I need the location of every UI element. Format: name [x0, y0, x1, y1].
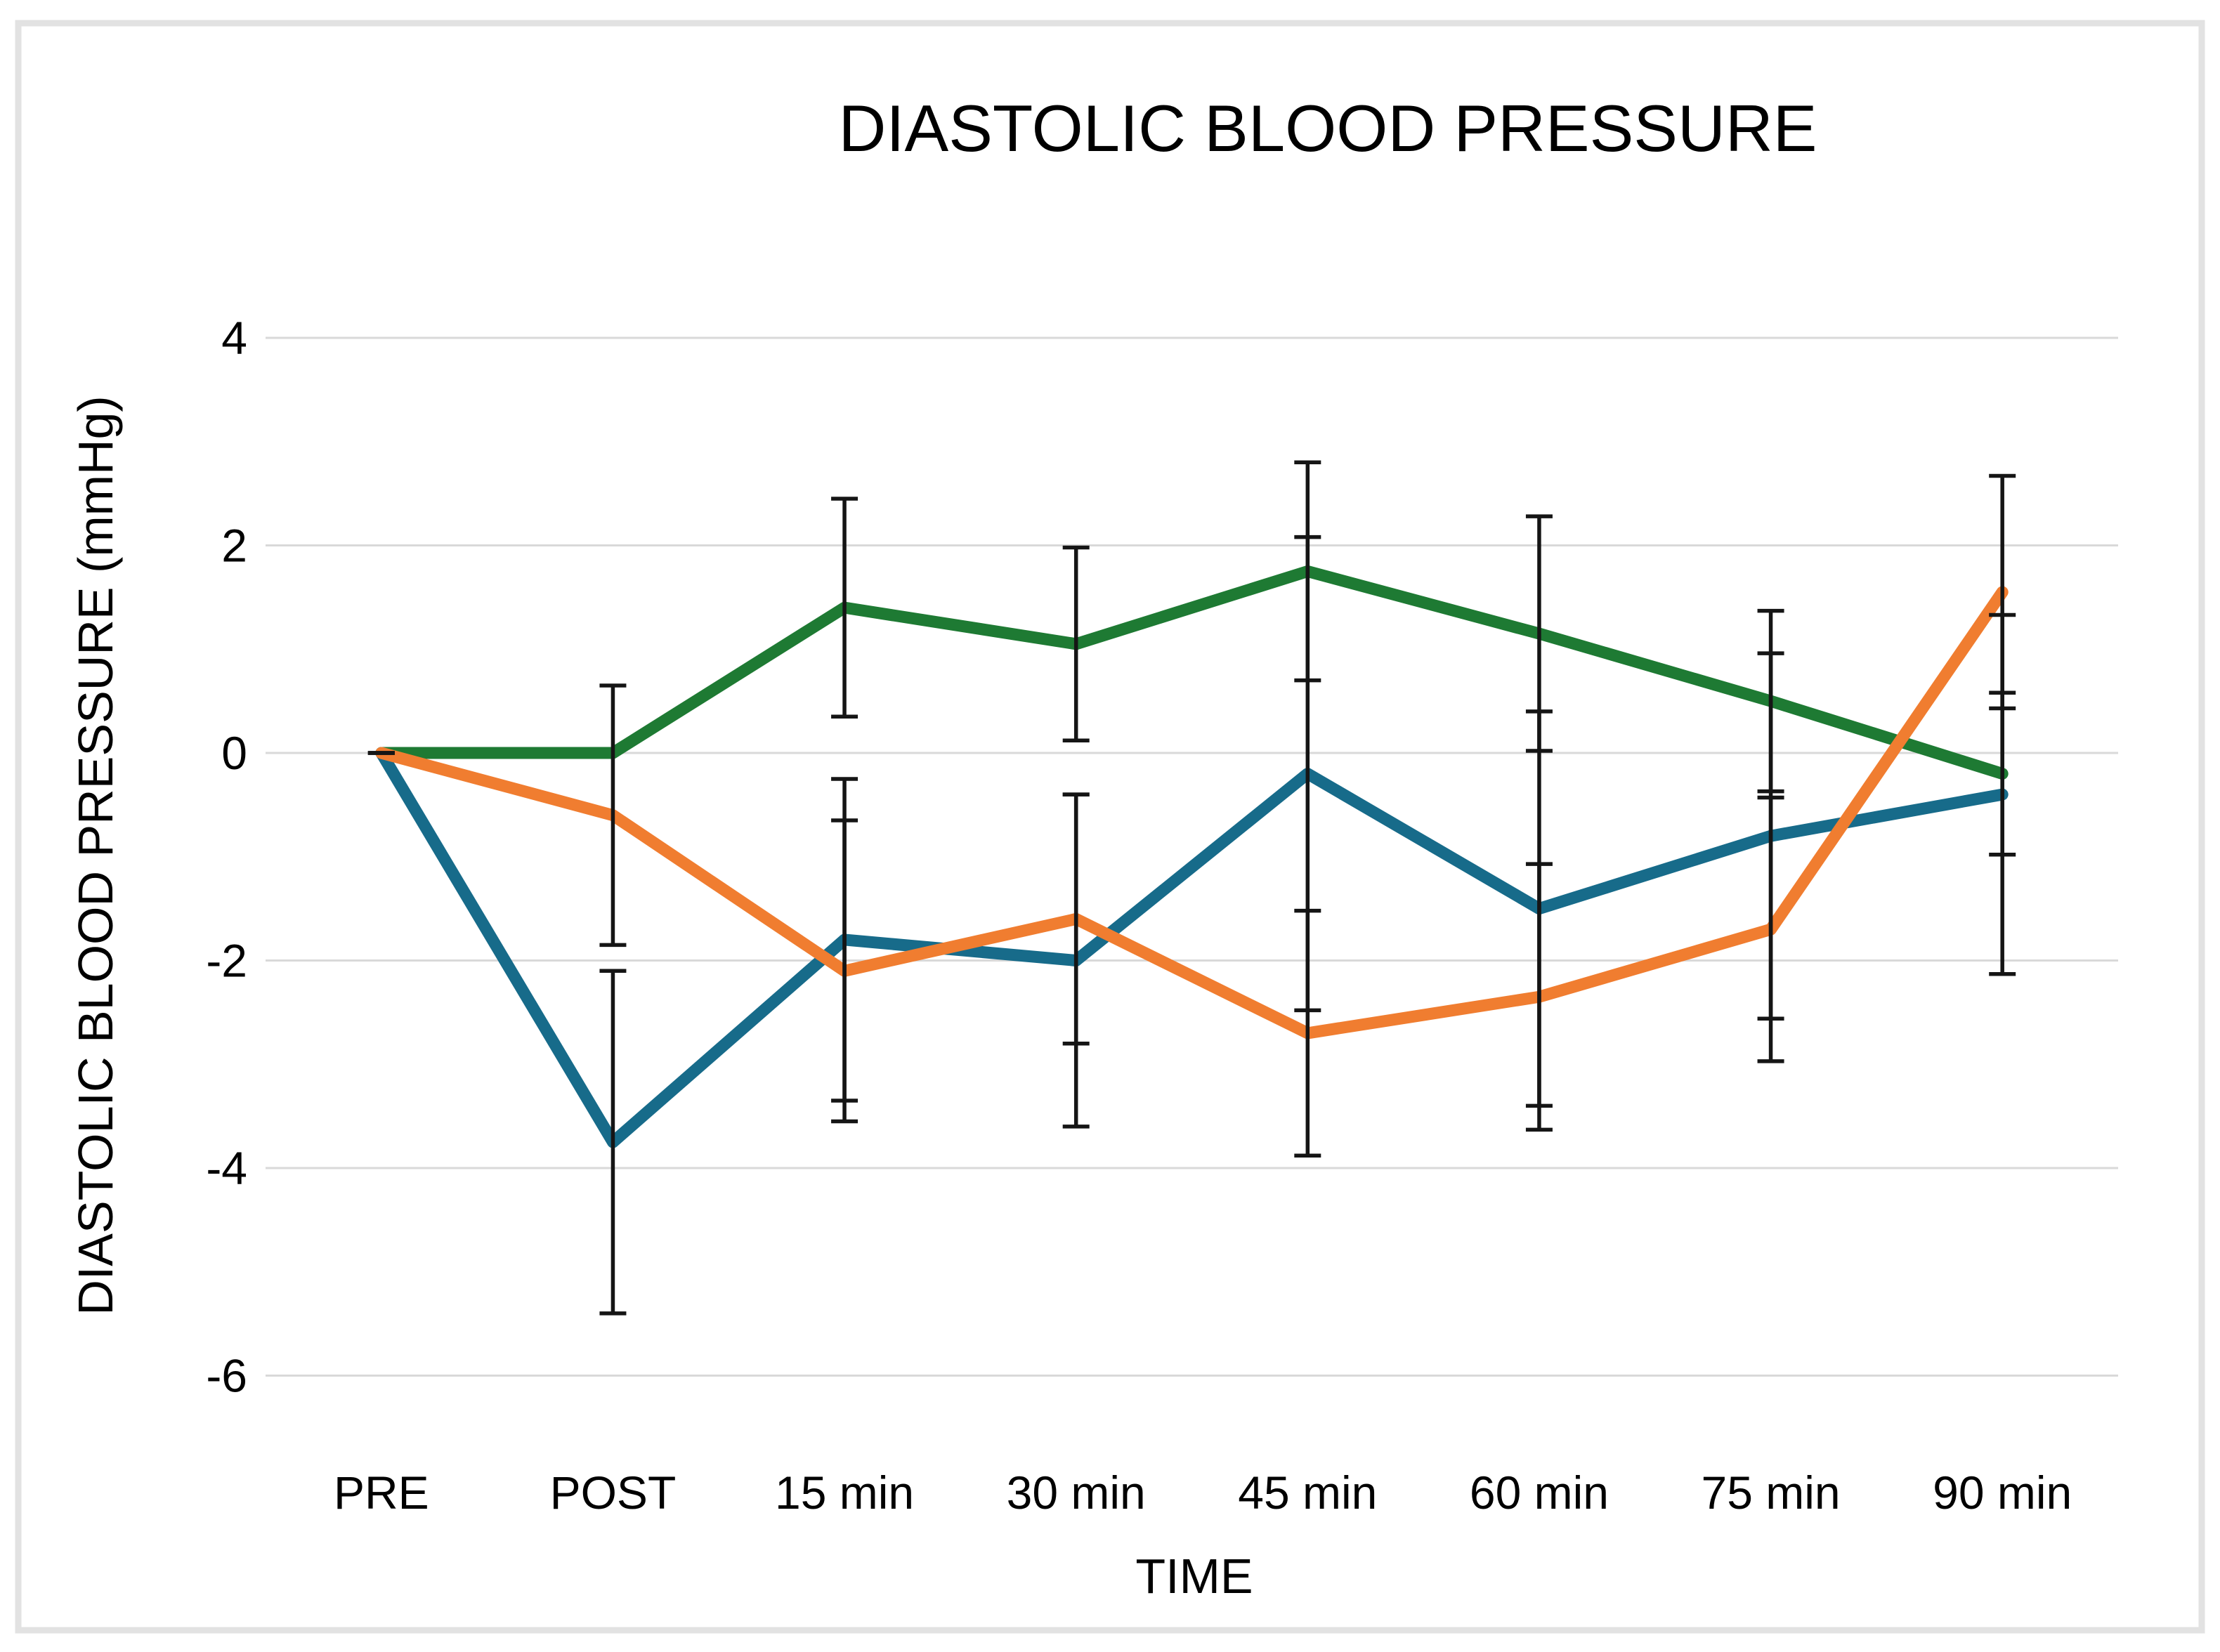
- x-axis-title: TIME: [1135, 1549, 1253, 1604]
- y-tick-label: -6: [206, 1350, 247, 1402]
- green-series-line: [375, 565, 2009, 780]
- category-label: 15 min: [775, 1467, 914, 1519]
- blue-series-line: [375, 747, 2009, 1148]
- category-label: 75 min: [1702, 1467, 1841, 1519]
- error-bars: [367, 460, 2016, 1316]
- y-tick-label: -2: [206, 935, 247, 987]
- y-tick-labels: 4 2 0 -2 -4 -6: [206, 312, 247, 1402]
- category-label: 45 min: [1238, 1467, 1377, 1519]
- y-axis-title: DIASTOLIC BLOOD PRESSURE (mmHg): [68, 395, 123, 1316]
- frame-border: [15, 20, 2205, 1634]
- y-tick-label: -4: [206, 1142, 247, 1194]
- category-label: 60 min: [1470, 1467, 1609, 1519]
- y-tick-label: 2: [221, 520, 247, 572]
- category-label: POST: [550, 1467, 677, 1519]
- series-lines: [375, 565, 2009, 1148]
- category-label: PRE: [334, 1467, 429, 1519]
- chart-title: DIASTOLIC BLOOD PRESSURE: [839, 91, 1817, 165]
- y-tick-label: 0: [221, 727, 247, 779]
- x-category-labels: PRE POST 15 min 30 min 45 min 60 min 75 min 90 …: [334, 1467, 2072, 1519]
- gridlines: [266, 336, 2118, 1377]
- category-label: 30 min: [1007, 1467, 1146, 1519]
- category-label: 90 min: [1933, 1467, 2072, 1519]
- y-tick-label: 4: [221, 312, 247, 364]
- orange-series-line: [375, 586, 2009, 1040]
